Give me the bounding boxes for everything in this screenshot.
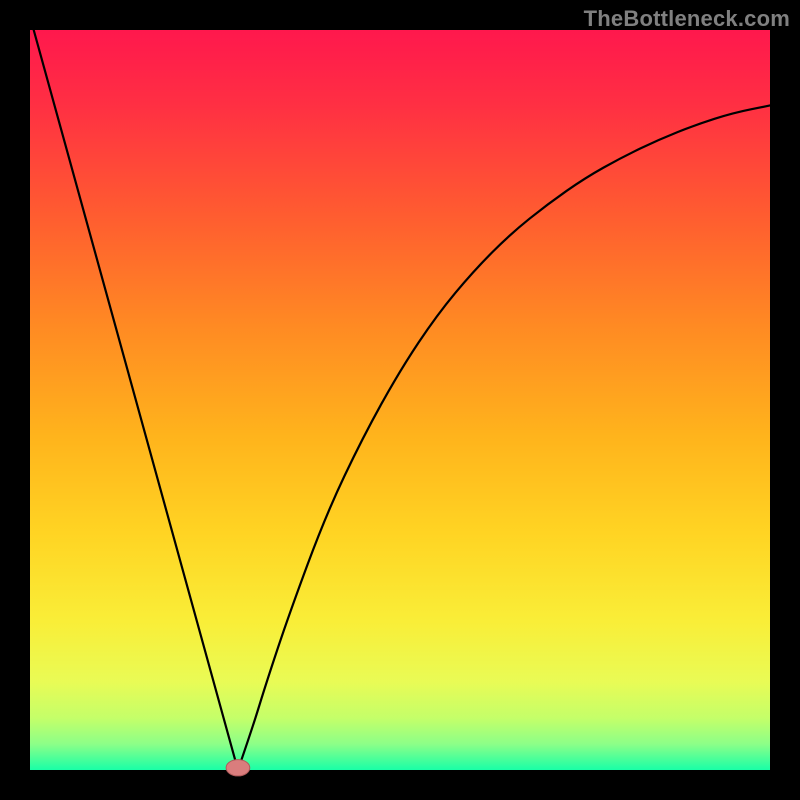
- vertex-marker: [226, 760, 250, 776]
- bottleneck-chart: [0, 0, 800, 800]
- chart-stage: TheBottleneck.com: [0, 0, 800, 800]
